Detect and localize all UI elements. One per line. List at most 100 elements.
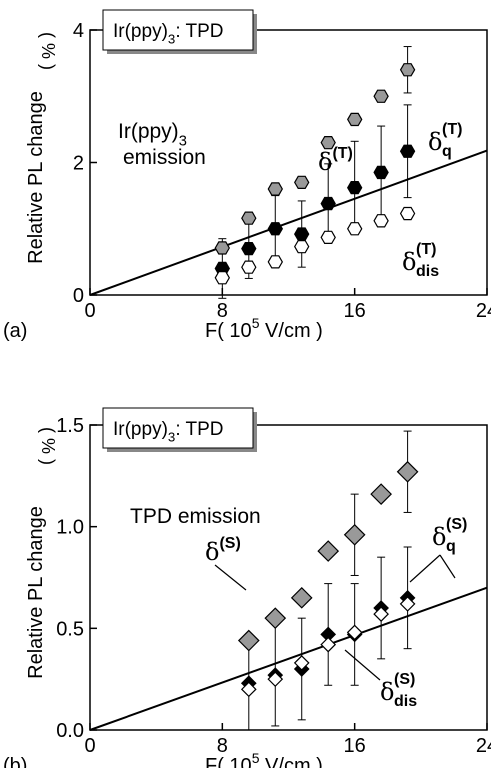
plot-frame: [89, 424, 488, 731]
series-label: δ(S): [205, 535, 241, 566]
x-tick-label: 24: [476, 300, 491, 322]
data-point: [214, 271, 230, 285]
y-tick-label: 1.5: [56, 415, 84, 437]
data-point: [396, 460, 419, 483]
series-label: δq (S): [432, 516, 467, 555]
data-point: [214, 241, 230, 255]
data-point: [241, 211, 257, 225]
fit-line: [89, 149, 488, 296]
text-part: F: [205, 320, 217, 342]
data-point: [373, 165, 389, 180]
text-part: Ir(ppy): [113, 419, 168, 440]
text-part: δ: [432, 523, 446, 551]
data-point: [320, 230, 336, 244]
y-axis-unit: ( % ): [38, 427, 58, 465]
data-point: [317, 540, 340, 562]
x-tick-label: 24: [476, 735, 491, 757]
panel-label: (a): [3, 320, 27, 342]
inset-title: Ir(ppy)3: TPD: [113, 21, 224, 47]
x-axis-label: F( 105 V/cm ): [205, 315, 323, 342]
text-part: : TPD: [175, 419, 223, 440]
text-part: (T): [442, 121, 462, 138]
text-part: (T): [332, 145, 352, 162]
text-part: 5: [252, 750, 260, 766]
y-axis-label: Relative PL change: [25, 506, 47, 679]
data-point: [399, 144, 416, 158]
text-part: 3: [179, 133, 187, 149]
text-part: (S): [219, 535, 240, 552]
text-part: (S): [446, 516, 467, 533]
data-point: [399, 206, 416, 221]
inset-title: Ir(ppy)3: TPD: [113, 419, 224, 445]
data-point: [399, 63, 416, 77]
y-tick-label: 1.0: [56, 517, 84, 539]
text-part: dis: [416, 263, 439, 280]
x-tick-label: 0: [84, 300, 95, 322]
data-point: [294, 175, 310, 189]
series-label: δ(T): [318, 145, 353, 176]
data-point: [320, 196, 336, 211]
data-point: [264, 607, 287, 630]
text-part: dis: [394, 693, 417, 710]
text-part: ( 10: [217, 320, 251, 342]
x-axis-label: F( 105 V/cm ): [205, 750, 323, 768]
pointer: [214, 564, 247, 591]
text-part: : TPD: [175, 21, 223, 42]
text-part: V/cm ): [259, 320, 322, 342]
data-point: [373, 89, 389, 103]
series-label: δdis (T): [402, 241, 439, 280]
x-tick-label: 16: [344, 735, 366, 757]
text-part: V/cm ): [259, 755, 322, 768]
text-part: δ: [402, 248, 416, 276]
y-tick-label: 0.0: [56, 720, 84, 742]
text-part: (S): [394, 671, 415, 688]
data-point: [290, 586, 313, 609]
pointer: [409, 554, 441, 583]
series-label: δdis (S): [380, 671, 417, 710]
x-tick-label: 0: [84, 735, 95, 757]
data-point: [267, 222, 283, 236]
data-point: [399, 596, 416, 612]
text-part: Ir(ppy): [118, 120, 179, 143]
data-point: [373, 606, 389, 622]
annotation: emission: [123, 146, 206, 169]
data-point: [294, 227, 310, 241]
text-part: q: [442, 143, 452, 160]
x-tick-label: 16: [344, 300, 366, 322]
text-part: F: [205, 755, 217, 768]
data-point: [373, 214, 389, 228]
series-label: δq (T): [428, 121, 462, 160]
panel-label: (b): [3, 755, 27, 768]
data-point: [294, 240, 310, 254]
data-point: [241, 242, 257, 256]
y-tick-label: 0: [73, 285, 84, 307]
data-point: [347, 181, 363, 195]
data-point: [267, 255, 283, 269]
data-point: [240, 681, 257, 698]
data-point: [347, 112, 363, 127]
data-point: [293, 655, 310, 671]
text-part: Ir(ppy): [113, 21, 168, 42]
annotation: Ir(ppy)3: [118, 120, 187, 149]
data-point: [370, 483, 392, 505]
data-point: [237, 629, 260, 652]
text-part: 3: [168, 430, 175, 445]
inset-box: [102, 407, 254, 449]
data-point: [347, 222, 363, 236]
y-axis-unit: ( % ): [38, 32, 58, 70]
data-point: [343, 523, 366, 546]
inset-box: [102, 9, 254, 51]
data-point: [241, 260, 257, 274]
x-tick-label: 8: [217, 300, 228, 322]
text-part: δ: [428, 128, 442, 156]
pointer: [344, 649, 381, 681]
text-part: δ: [380, 678, 394, 706]
x-tick-label: 8: [217, 735, 228, 757]
data-point: [267, 671, 284, 688]
y-tick-label: 4: [73, 20, 84, 42]
pointer: [439, 554, 456, 579]
data-point: [320, 636, 337, 653]
data-point: [320, 136, 336, 150]
text-part: δ: [318, 148, 332, 176]
